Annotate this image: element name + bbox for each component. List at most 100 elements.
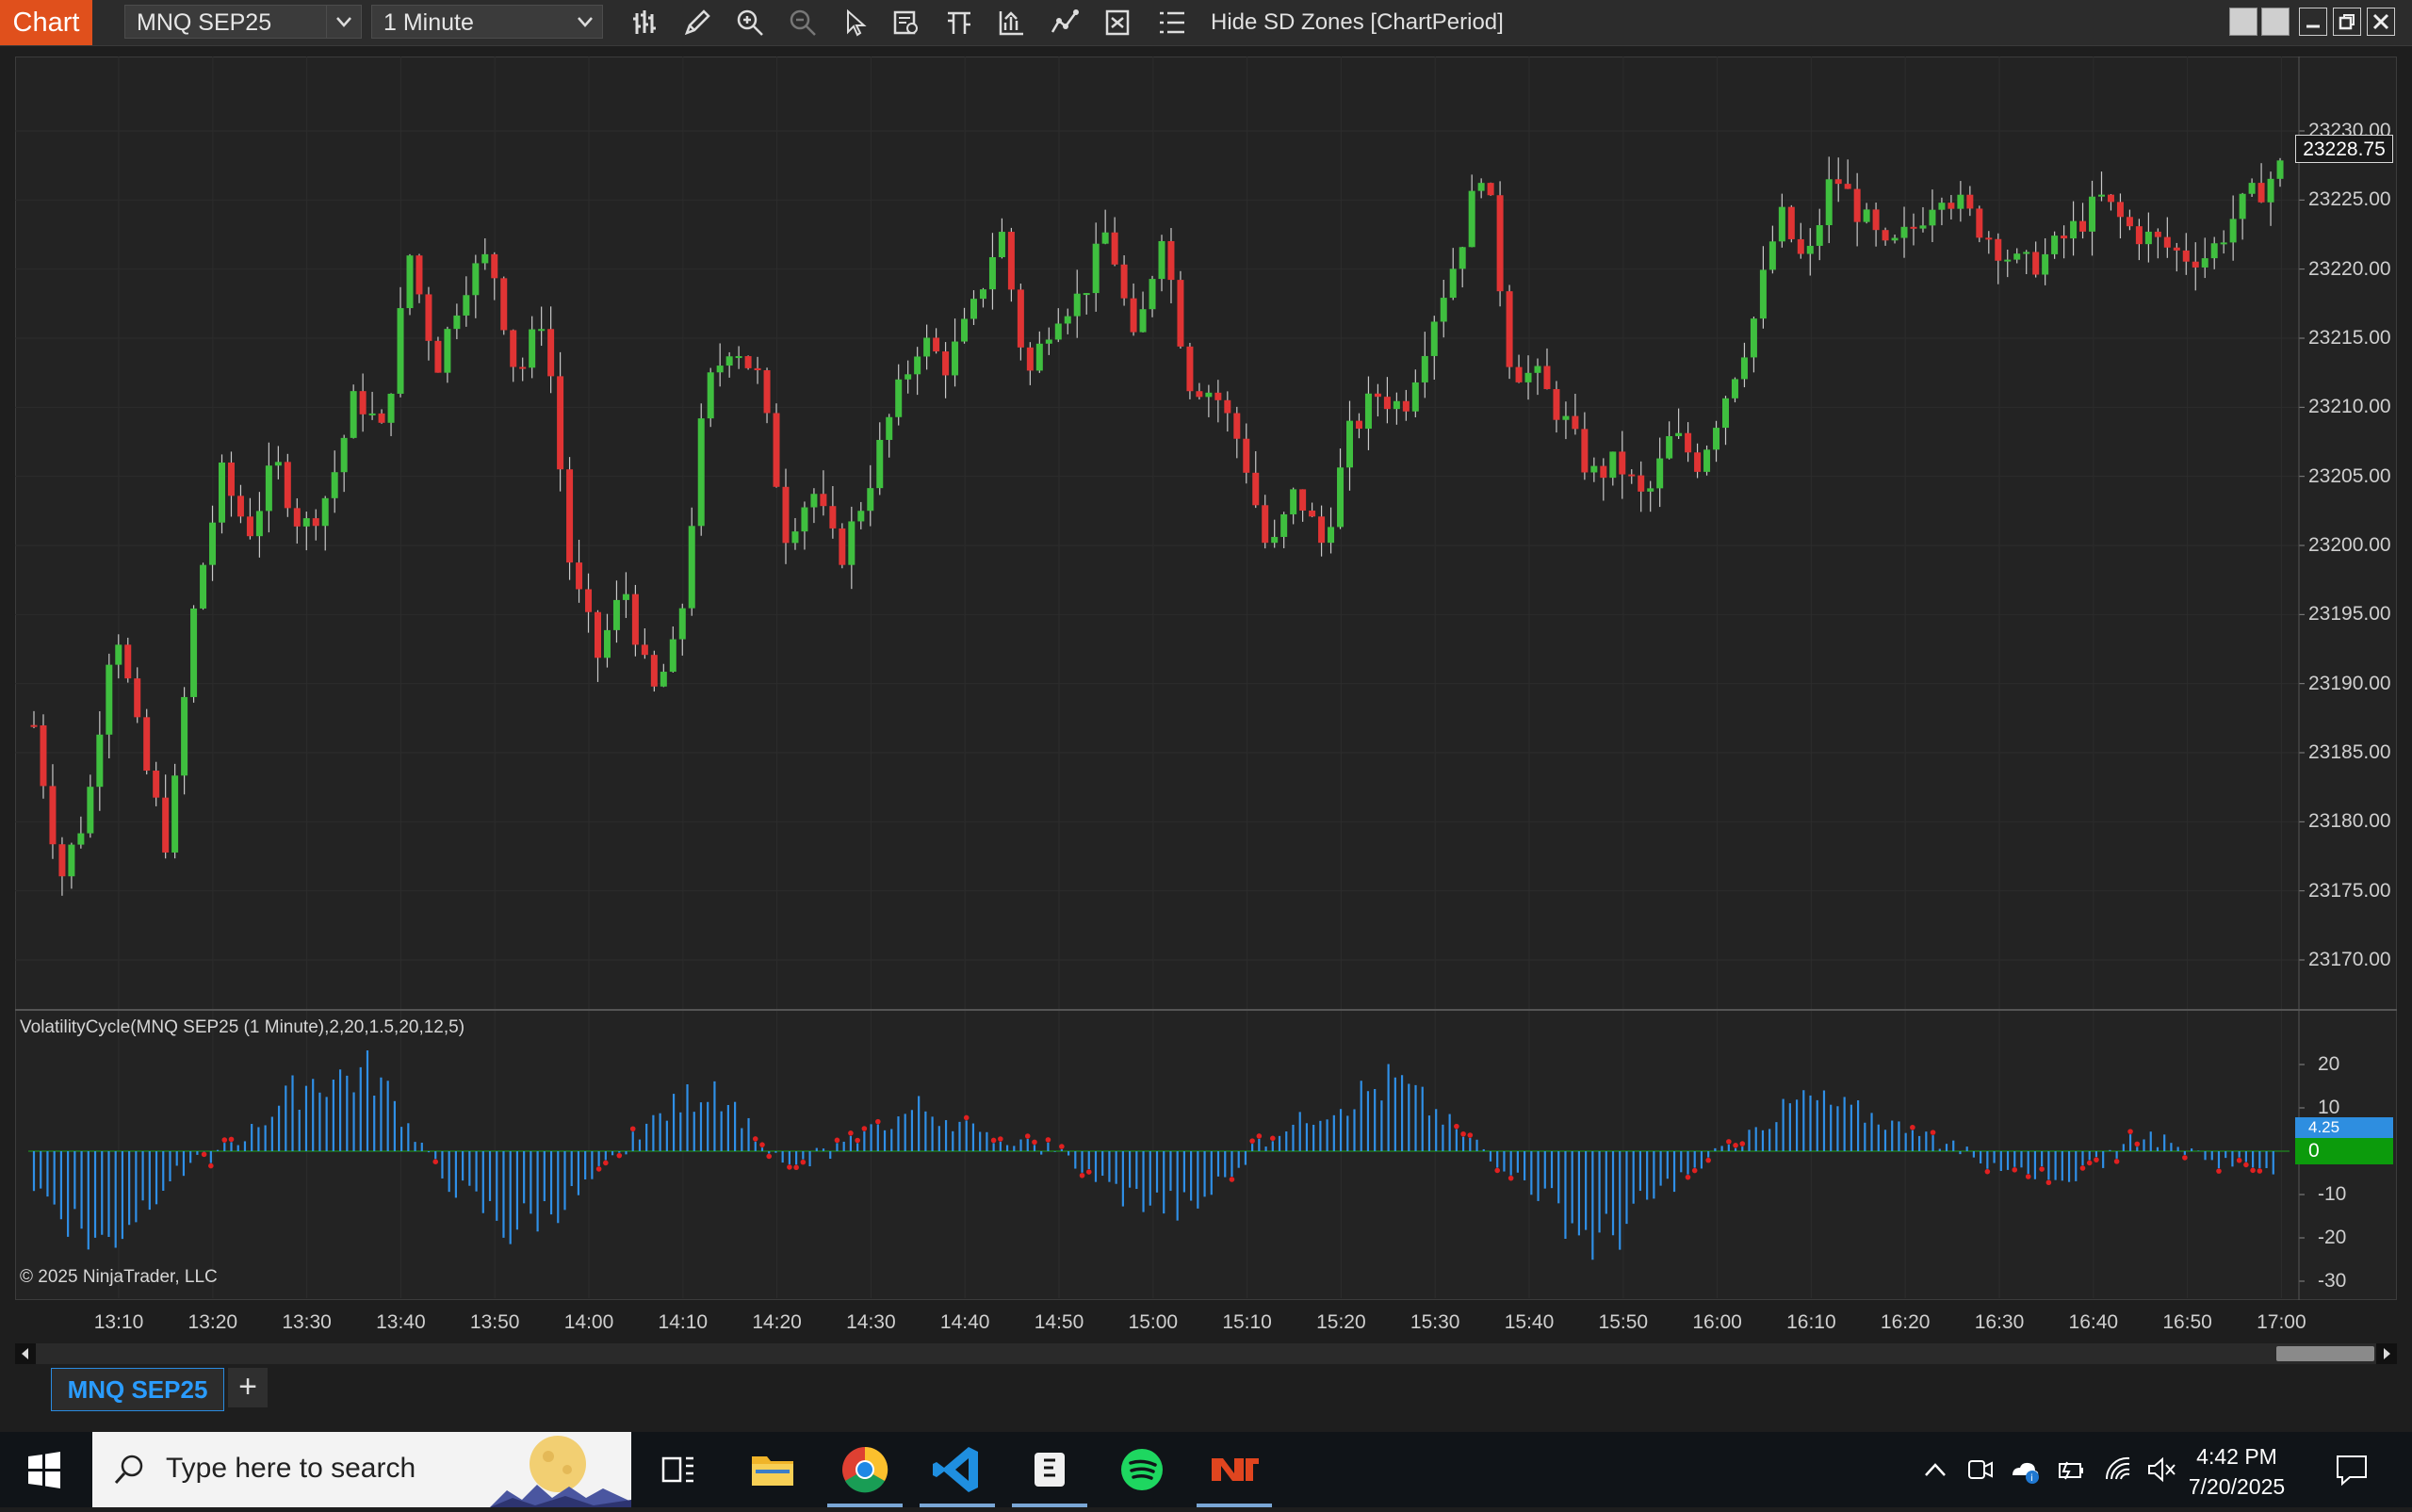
chevron-up-icon[interactable] (1918, 1453, 1952, 1487)
candle-body (2032, 252, 2040, 275)
signal-dot (2250, 1167, 2256, 1174)
signal-dot (1079, 1172, 1085, 1179)
chevron-down-icon[interactable] (326, 6, 361, 38)
candle-body (1619, 451, 1626, 475)
data-box-icon[interactable] (889, 6, 923, 40)
task-view-icon[interactable] (635, 1432, 722, 1507)
candle (612, 580, 620, 643)
meet-now-icon[interactable] (1964, 1453, 1997, 1487)
templates-icon[interactable] (1100, 6, 1134, 40)
price-tick-label: 23180.00 (2308, 810, 2391, 833)
signal-dot (1910, 1124, 1915, 1130)
candle-body (1430, 321, 1438, 356)
candle-body (1158, 240, 1165, 280)
chevron-down-icon[interactable] (568, 6, 602, 38)
minimize-icon[interactable] (2299, 8, 2327, 36)
hide-sd-zones-button[interactable]: Hide SD Zones [ChartPeriod] (1211, 9, 1504, 35)
close-icon[interactable] (2367, 8, 2395, 36)
scrollbar-thumb[interactable] (2276, 1346, 2374, 1361)
properties-icon[interactable] (942, 6, 976, 40)
battery-icon[interactable] (2054, 1453, 2088, 1487)
signal-dot (1705, 1157, 1711, 1163)
candle-body (134, 678, 141, 718)
candle-body (876, 439, 884, 489)
windows-start-icon[interactable] (0, 1432, 87, 1507)
candle-body (857, 511, 865, 522)
candle-body (434, 340, 442, 373)
signal-dot (2243, 1162, 2249, 1168)
wifi-icon[interactable] (2101, 1453, 2135, 1487)
candle (2098, 171, 2105, 202)
candle-body (1477, 183, 1485, 191)
horizontal-scrollbar[interactable] (15, 1343, 2397, 1364)
candle (1252, 450, 1260, 509)
candle-body (2144, 231, 2152, 245)
signal-dot (1494, 1167, 1501, 1174)
candle (255, 492, 263, 558)
candle (2229, 195, 2237, 261)
candle-body (1543, 366, 1551, 390)
candle (1440, 279, 1447, 338)
onedrive-icon[interactable]: i (2007, 1453, 2041, 1487)
candle-body (622, 593, 629, 600)
instrument-selector[interactable]: MNQ SEP25 (124, 5, 362, 39)
spotify-icon[interactable] (1099, 1432, 1185, 1507)
volume-muted-icon[interactable] (2144, 1453, 2178, 1487)
candle (1383, 377, 1391, 424)
candle-body (96, 734, 104, 788)
zoom-out-icon[interactable] (786, 6, 820, 40)
bar-type-icon[interactable] (629, 6, 663, 40)
candle (585, 573, 593, 633)
scroll-left-icon[interactable] (15, 1343, 36, 1364)
epic-games-icon[interactable] (1006, 1432, 1093, 1507)
price-tick-label: 23175.00 (2308, 879, 2391, 902)
candle (2276, 157, 2284, 187)
add-tab-button[interactable]: + (228, 1368, 268, 1407)
candle-body (2248, 183, 2256, 194)
strategies-icon[interactable] (995, 6, 1029, 40)
candle-body (585, 589, 593, 612)
scroll-right-icon[interactable] (2376, 1343, 2397, 1364)
price-chart[interactable] (0, 0, 2412, 1357)
interval-selector[interactable]: 1 Minute (371, 5, 603, 39)
candle (425, 286, 432, 361)
tile-window-icon[interactable] (2229, 8, 2257, 36)
candle-body (1045, 339, 1052, 344)
tab-mnq-sep25[interactable]: MNQ SEP25 (51, 1368, 224, 1411)
zoom-in-icon[interactable] (733, 6, 767, 40)
file-explorer-icon[interactable] (729, 1432, 816, 1507)
candle (58, 837, 66, 896)
chart-toolbar: Chart MNQ SEP25 1 Minute (0, 0, 2412, 46)
notification-icon[interactable] (2333, 1451, 2371, 1488)
candle-body (2192, 261, 2199, 268)
taskbar-search[interactable]: Type here to search (92, 1432, 631, 1507)
attach-order-icon[interactable] (1155, 6, 1189, 40)
candle-body (754, 367, 761, 371)
taskbar-clock[interactable]: 4:42 PM 7/20/2025 (2180, 1441, 2293, 1502)
time-tick-label: 16:00 (1692, 1311, 1742, 1333)
candle (923, 324, 931, 370)
candle-body (406, 255, 414, 309)
candle-body (2163, 236, 2171, 248)
chart-title-tab[interactable]: Chart (0, 0, 92, 45)
ninjatrader-icon[interactable] (1191, 1432, 1278, 1507)
candle (707, 367, 714, 428)
pointer-icon[interactable] (839, 6, 872, 40)
signal-dot (875, 1118, 881, 1125)
signal-dot (1467, 1132, 1474, 1138)
pencil-icon[interactable] (680, 6, 714, 40)
candle-body (1364, 393, 1372, 430)
candle (810, 488, 818, 524)
always-on-top-icon[interactable] (2261, 8, 2290, 36)
time-tick-label: 15:20 (1316, 1311, 1366, 1333)
restore-icon[interactable] (2333, 8, 2361, 36)
candle-body (988, 257, 996, 290)
chrome-icon[interactable] (822, 1432, 908, 1507)
indicators-icon[interactable] (1048, 6, 1082, 40)
signal-dot (2086, 1160, 2093, 1166)
candle-body (519, 366, 527, 369)
time-tick-label: 16:10 (1786, 1311, 1836, 1333)
candle (312, 509, 319, 541)
candle-body (952, 341, 959, 376)
vscode-icon[interactable] (914, 1432, 1001, 1507)
